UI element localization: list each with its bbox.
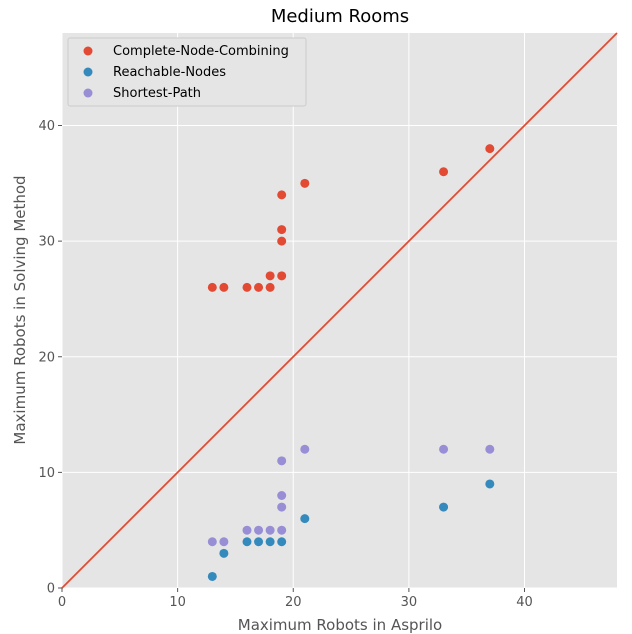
data-point (300, 444, 310, 454)
data-point (265, 537, 275, 547)
x-tick-label: 20 (285, 595, 302, 610)
x-tick-label: 30 (401, 595, 418, 610)
legend-label: Complete-Node-Combining (113, 44, 289, 59)
legend-label: Reachable-Nodes (113, 65, 226, 80)
data-point (439, 167, 449, 177)
x-axis-ticks: 0 10 20 30 40 (58, 588, 533, 610)
data-point (277, 271, 287, 281)
legend-label: Shortest-Path (113, 86, 201, 101)
x-tick-label: 40 (516, 595, 533, 610)
data-point (254, 282, 264, 292)
data-point (242, 537, 252, 547)
data-point (277, 502, 287, 512)
y-tick-label: 0 (47, 582, 55, 597)
y-tick-label: 40 (38, 119, 55, 134)
reference-line (61, 32, 618, 589)
data-point (207, 571, 217, 581)
x-tick-label: 10 (169, 595, 186, 610)
data-point (300, 178, 310, 188)
data-point (439, 444, 449, 454)
x-tick-label: 0 (58, 595, 66, 610)
data-point (265, 525, 275, 535)
y-axis-ticks: 0 10 20 30 40 (38, 119, 62, 597)
data-point (277, 491, 287, 500)
data-point (485, 144, 495, 154)
data-point (265, 271, 275, 281)
legend: Complete-Node-Combining Reachable-Nodes Sh… (67, 37, 307, 107)
series-shortest-path (207, 444, 495, 547)
data-point (207, 282, 217, 292)
series-complete-node-combining (207, 144, 495, 292)
data-point (265, 282, 275, 292)
legend-marker (83, 46, 93, 56)
data-point (485, 444, 495, 454)
data-point (219, 282, 229, 292)
data-point (254, 525, 264, 535)
data-point (277, 190, 287, 200)
data-point (242, 525, 252, 535)
data-point (219, 537, 229, 547)
legend-marker (83, 67, 93, 77)
y-tick-label: 10 (38, 466, 55, 481)
data-point (254, 537, 264, 547)
series-reachable-nodes (207, 479, 495, 581)
legend-marker (83, 88, 93, 98)
data-point (219, 548, 229, 558)
chart-title: Medium Rooms (271, 6, 409, 27)
data-point (207, 537, 217, 547)
data-point (300, 514, 310, 524)
data-point (439, 502, 449, 512)
y-tick-label: 20 (38, 350, 55, 365)
data-point (277, 236, 287, 246)
y-axis-label: Maximum Robots in Solving Method (11, 175, 29, 444)
data-point (277, 537, 287, 547)
data-point (277, 525, 287, 535)
data-point (485, 479, 495, 489)
y-tick-label: 30 (38, 235, 55, 250)
x-axis-label: Maximum Robots in Asprilo (238, 616, 443, 634)
data-point (242, 282, 252, 292)
legend-box (67, 37, 307, 107)
data-points (207, 144, 495, 581)
data-point (277, 456, 287, 466)
data-point (277, 225, 287, 235)
